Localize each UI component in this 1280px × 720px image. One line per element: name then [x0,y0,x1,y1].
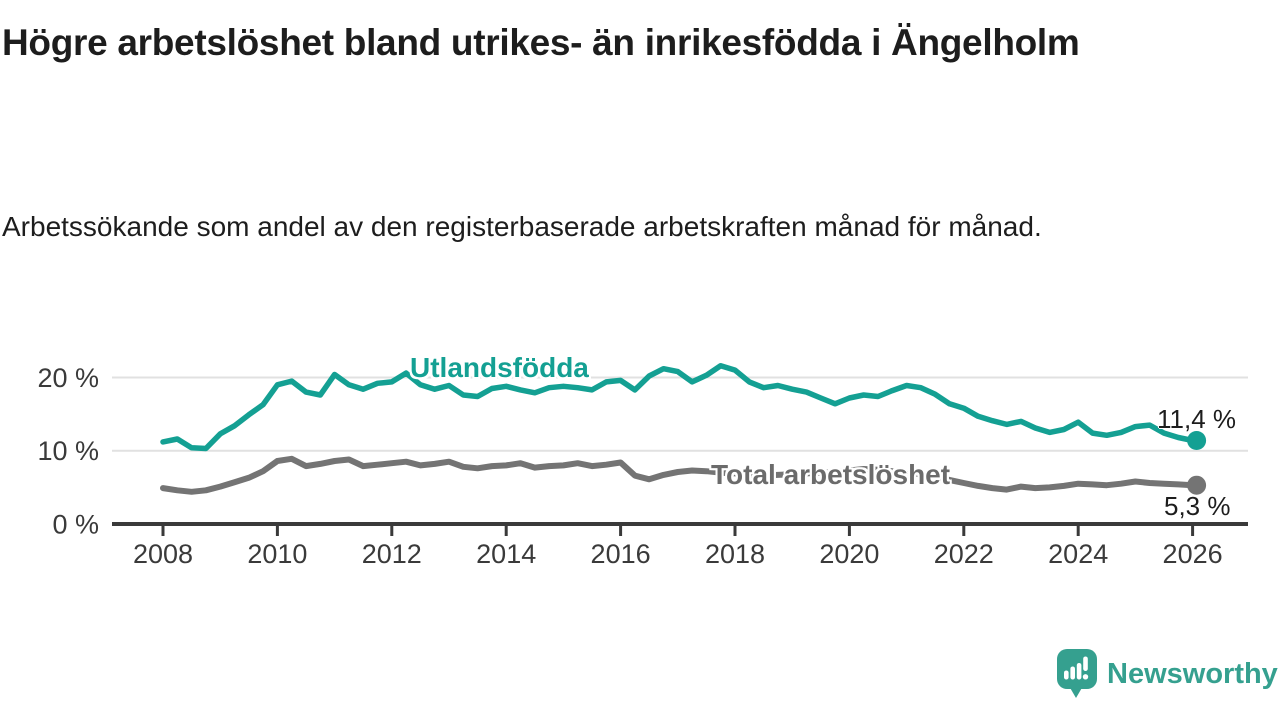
y-tick-label: 0 % [52,510,99,540]
x-tick-label: 2010 [247,539,307,569]
newsworthy-logo-icon [1057,649,1097,698]
x-tick-label: 2020 [819,539,879,569]
end-dot-utlandsfodda [1187,431,1207,450]
x-tick-label: 2022 [934,539,994,569]
x-tick-label: 2014 [476,539,536,569]
page-title: Högre arbetslöshet bland utrikes- än inr… [2,22,1080,63]
x-tick-label: 2008 [133,539,193,569]
x-tick-label: 2012 [362,539,422,569]
series-label-utlandsfodda: Utlandsfödda [410,352,589,383]
x-tick-label: 2016 [591,539,651,569]
end-value-label-utlandsfodda: 11,4 % [1157,404,1237,434]
newsworthy-wordmark: Newsworthy [1107,657,1278,690]
newsworthy-logo: Newsworthy [1056,648,1278,700]
x-tick-label: 2024 [1048,539,1108,569]
y-tick-label: 20 % [37,363,99,393]
x-tick-label: 2018 [705,539,765,569]
x-tick-label: 2026 [1163,539,1223,569]
end-dot-total [1187,475,1207,495]
series-line-utlandsfodda [160,362,1196,452]
series-label-total-arbetsloshet: Total arbetslöshet [711,459,951,490]
y-tick-label: 10 % [37,436,99,466]
end-value-label-total: 5,3 % [1164,491,1231,521]
series-line-total [160,455,1196,495]
chart-subtitle: Arbetssökande som andel av den registerb… [2,211,1042,242]
